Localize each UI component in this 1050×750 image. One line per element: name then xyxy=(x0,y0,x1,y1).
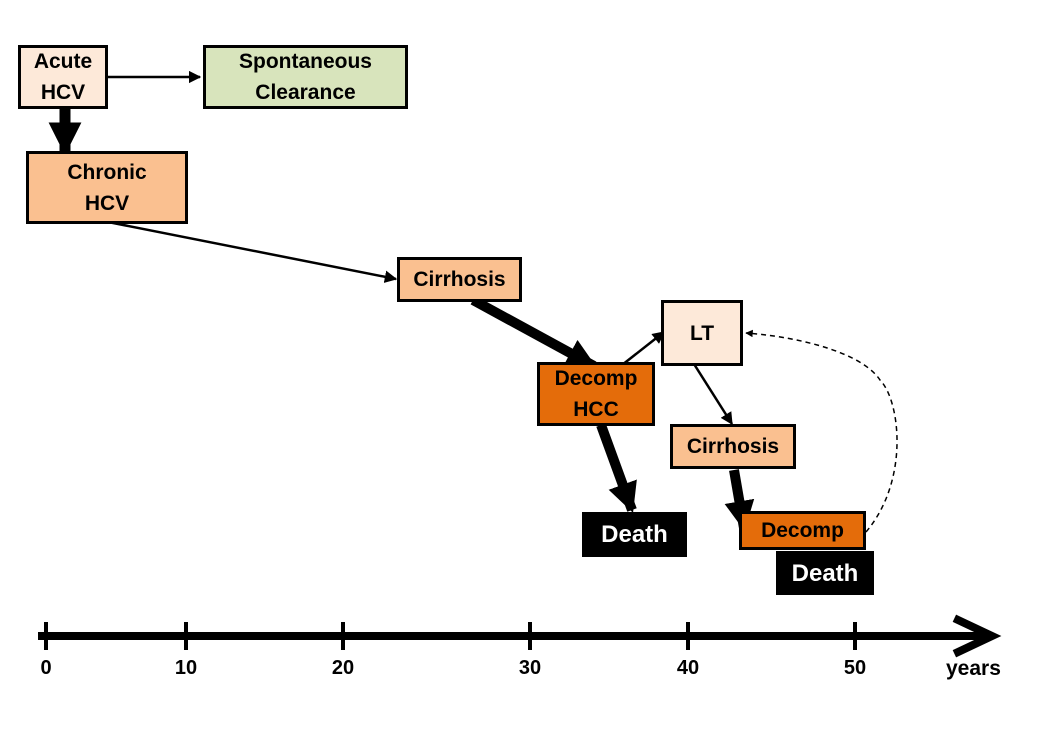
node-decomp-hcc-label: Decomp HCC xyxy=(554,367,638,421)
node-death-label: Death xyxy=(601,521,668,548)
arrow-decomp-to-lt-dashed xyxy=(745,329,898,533)
node-death-post-lt-label: Death xyxy=(791,559,859,587)
timeline-tick-label: 10 xyxy=(174,657,198,679)
timeline-tick-label: 30 xyxy=(518,657,542,679)
arrow-decomp-to-death xyxy=(596,423,637,513)
node-cirrhosis-post-lt-label: Cirrhosis xyxy=(686,435,780,458)
timeline-tick-label: 20 xyxy=(331,657,355,679)
node-spontaneous-clearance: Spontaneous Clearance xyxy=(203,45,408,109)
node-chronic-hcv: Chronic HCV xyxy=(26,151,188,224)
node-death: Death xyxy=(582,512,687,557)
node-decomp-post-lt-label: Decomp xyxy=(761,518,844,542)
node-decomp-post-lt: Decomp xyxy=(739,511,866,550)
timeline-tick-label: 0 xyxy=(40,657,52,679)
node-lt-label: LT xyxy=(689,321,715,345)
node-acute-hcv: Acute HCV xyxy=(18,45,108,109)
node-decomp-hcc: Decomp HCC xyxy=(537,362,655,426)
node-death-post-lt: Death xyxy=(776,551,874,595)
arrow-chronic-to-cirrhosis xyxy=(107,220,398,283)
timeline-axis-arrowhead xyxy=(952,614,1002,658)
arrow-lt-to-cirrhosis xyxy=(692,363,734,426)
arrow-decomp-to-lt xyxy=(621,331,665,366)
node-spontaneous-clearance-label: Spontaneous Clearance xyxy=(238,50,372,104)
timeline-tick-label: 40 xyxy=(676,657,700,679)
timeline-unit-label: years xyxy=(946,657,1001,680)
arrow-cirrhosis-to-decomp xyxy=(470,295,597,371)
node-cirrhosis: Cirrhosis xyxy=(397,257,522,302)
node-cirrhosis-label: Cirrhosis xyxy=(413,268,506,291)
timeline-tick-label: 50 xyxy=(843,657,867,679)
node-acute-hcv-label: Acute HCV xyxy=(33,50,93,104)
node-lt: LT xyxy=(661,300,743,366)
node-cirrhosis-post-lt: Cirrhosis xyxy=(670,424,796,469)
node-chronic-hcv-label: Chronic HCV xyxy=(67,160,147,215)
timeline-tick-marks xyxy=(44,622,857,650)
